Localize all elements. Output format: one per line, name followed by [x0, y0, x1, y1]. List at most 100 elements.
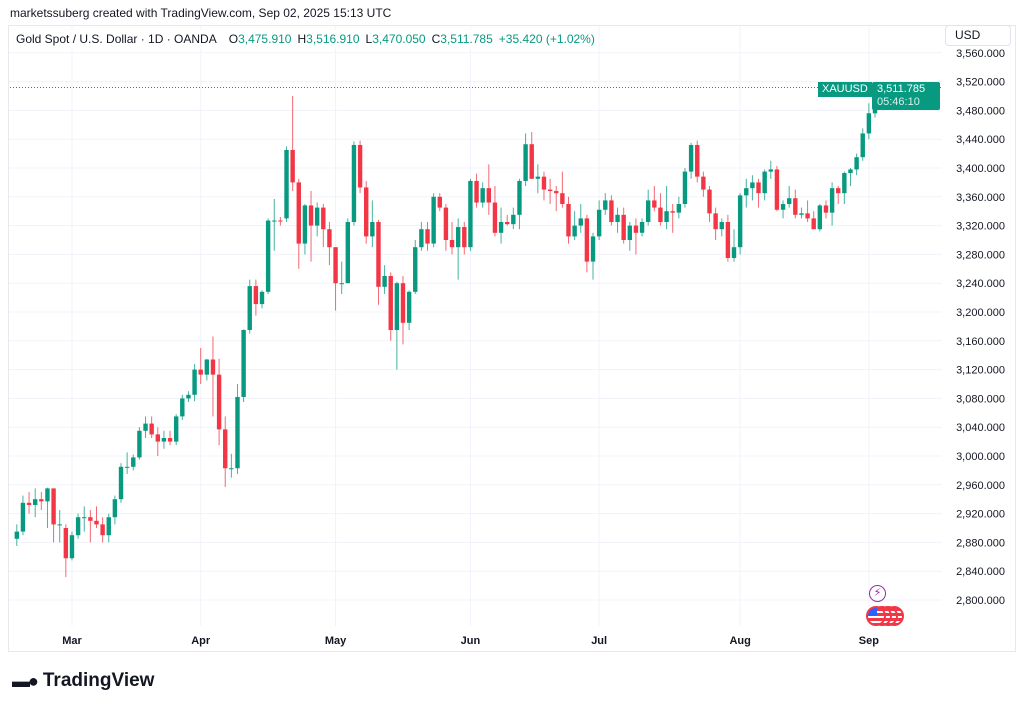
candle	[811, 211, 816, 230]
candle-body	[737, 195, 743, 248]
candle	[265, 218, 271, 294]
candle	[106, 513, 111, 543]
candle-body	[449, 240, 455, 248]
candle-body	[609, 200, 614, 222]
candle	[615, 207, 620, 233]
candle-body	[468, 180, 473, 248]
candle	[388, 272, 393, 341]
candle-body	[357, 144, 363, 188]
candle	[566, 196, 571, 244]
tradingview-logo[interactable]: ▬● TradingView	[12, 670, 154, 692]
candle	[744, 178, 749, 208]
candle-body	[615, 214, 620, 222]
candle-body	[437, 196, 442, 208]
chart-pane[interactable]	[8, 25, 1016, 652]
candle	[376, 219, 381, 305]
candle	[793, 189, 798, 219]
candle	[829, 182, 835, 226]
candle-body	[462, 227, 467, 248]
candle	[321, 204, 326, 248]
candle-body	[265, 220, 271, 292]
candle	[272, 198, 277, 251]
price-tick-label: 3,200.000	[956, 307, 1005, 319]
candle-body	[413, 247, 418, 292]
candle	[94, 506, 99, 528]
currency-button[interactable]: USD	[945, 25, 1011, 46]
candle	[768, 160, 773, 179]
candle-body	[223, 429, 228, 469]
candle-body	[780, 204, 786, 210]
candle-body	[284, 150, 289, 219]
candle-body	[603, 200, 608, 210]
candle-body	[321, 207, 326, 230]
symbol-price-tag: XAUUSD	[818, 82, 872, 97]
price-tick-label: 3,120.000	[956, 365, 1005, 377]
symbol-title[interactable]: Gold Spot / U.S. Dollar · 1D · OANDA	[16, 32, 217, 46]
candle	[590, 232, 596, 280]
candle	[69, 531, 75, 561]
candle	[20, 495, 26, 536]
candle	[670, 204, 675, 233]
candle	[517, 178, 522, 230]
candle	[468, 178, 473, 251]
candle-body	[682, 171, 688, 204]
candle-body	[155, 434, 160, 442]
time-tick-label: Mar	[62, 635, 82, 647]
candle	[780, 200, 786, 219]
candle-body	[241, 330, 246, 397]
candle-body	[14, 531, 19, 539]
price-tick-label: 3,320.000	[956, 221, 1005, 233]
price-tick-label: 2,840.000	[956, 566, 1005, 578]
candle-body	[498, 222, 504, 233]
time-tick-label: Jul	[591, 635, 607, 647]
price-tick-label: 3,440.000	[956, 134, 1005, 146]
candle	[229, 453, 234, 478]
candle-body	[547, 189, 553, 192]
candle	[762, 169, 767, 201]
candle	[167, 430, 173, 446]
candle	[290, 96, 295, 192]
candle-body	[719, 222, 724, 230]
candle	[284, 146, 289, 222]
candle	[860, 128, 865, 161]
candle	[339, 261, 344, 294]
candle	[682, 168, 688, 208]
candle	[799, 207, 804, 219]
candle-body	[118, 466, 124, 500]
candle-body	[376, 222, 381, 287]
candle	[498, 207, 504, 244]
candle-body	[394, 283, 400, 330]
candle	[866, 103, 872, 140]
candle-body	[100, 524, 105, 536]
candle	[210, 336, 216, 417]
time-tick-label: May	[325, 635, 347, 647]
candle-body	[143, 423, 148, 431]
candle	[63, 524, 69, 577]
candle-body	[235, 396, 240, 469]
lightning-icon[interactable]: ⚡︎	[869, 585, 886, 602]
high-label: H	[297, 32, 307, 46]
low-label: L	[365, 32, 373, 46]
candle-body	[768, 169, 773, 172]
open-label: O	[228, 32, 239, 46]
time-tick-label: Apr	[191, 635, 211, 647]
candle-body	[88, 517, 93, 521]
candle-body	[762, 171, 767, 194]
candle	[627, 222, 632, 251]
candle-body	[351, 144, 357, 222]
candle	[639, 218, 645, 237]
candle	[345, 218, 351, 284]
candle-body	[192, 369, 197, 395]
candle-body	[112, 499, 118, 518]
candle-body	[419, 229, 424, 248]
candle	[511, 207, 516, 230]
candle-body	[829, 188, 835, 213]
candle-body	[566, 204, 571, 237]
price-tick-label: 2,800.000	[956, 595, 1005, 607]
candle	[756, 178, 761, 208]
price-tick-label: 2,880.000	[956, 537, 1005, 549]
candle	[774, 165, 780, 212]
us-flag-icon[interactable]	[866, 606, 908, 626]
candle	[186, 391, 191, 402]
